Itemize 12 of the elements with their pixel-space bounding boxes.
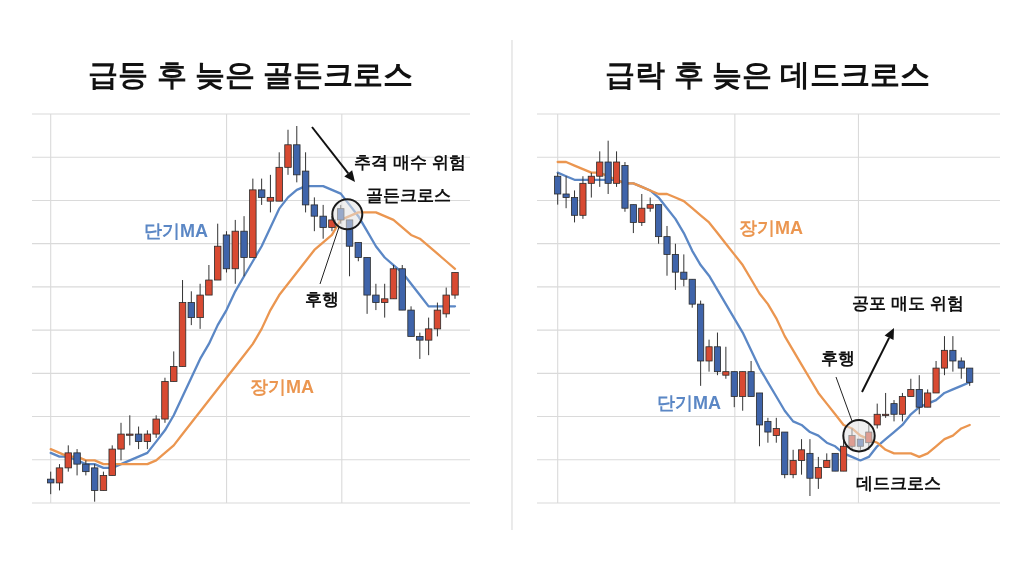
annotation: 공포 매도 위험 <box>852 294 964 314</box>
annotation: 후행 <box>305 290 339 310</box>
annotation: 골든크로스 <box>365 186 451 206</box>
text: 단기MA <box>144 221 208 242</box>
series-label: 장기MA <box>250 377 314 398</box>
series-label: 장기MA <box>739 218 803 239</box>
annotation: 후행 <box>821 349 855 369</box>
chart-title: 급락 후 늦은 데드크로스 <box>605 57 931 91</box>
text: 단기MA <box>657 393 721 414</box>
chart-title: 급등 후 늦은 골든크로스 <box>88 57 414 91</box>
annotation: 추격 매수 위험 <box>354 153 466 173</box>
annotation: 데드크로스 <box>855 474 941 494</box>
